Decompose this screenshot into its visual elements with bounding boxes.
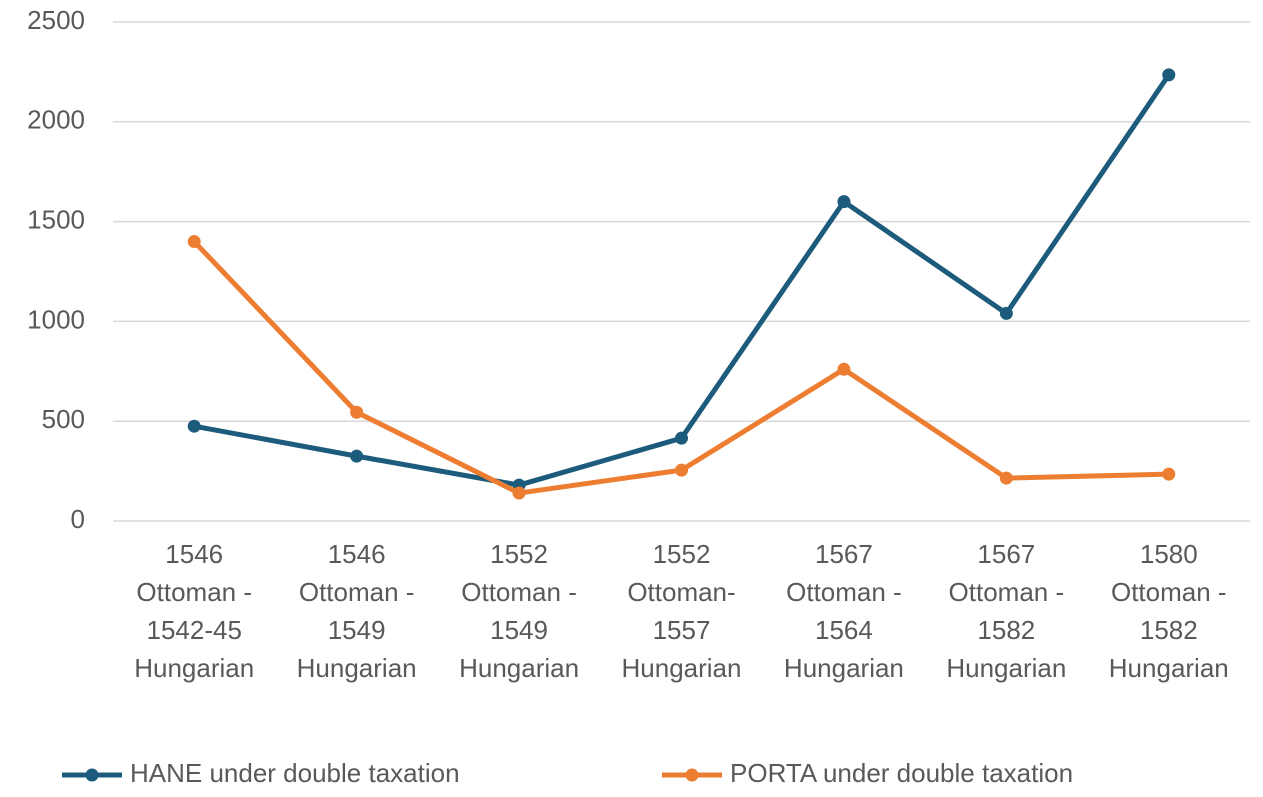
marker bbox=[675, 431, 688, 445]
marker bbox=[187, 235, 201, 249]
marker bbox=[350, 405, 364, 419]
legend-marker bbox=[85, 768, 99, 782]
marker bbox=[999, 471, 1013, 485]
x-tick-label: 1552 Ottoman -1549 Hungarian bbox=[459, 539, 579, 683]
y-tick-label: 2500 bbox=[27, 5, 85, 35]
x-tick-label: 1580 Ottoman -1582 Hungarian bbox=[1109, 539, 1229, 683]
x-tick-label: 1567 Ottoman -1564 Hungarian bbox=[784, 539, 904, 683]
line bbox=[193, 73, 1171, 488]
marker bbox=[1162, 68, 1176, 82]
x-tick-label: 1546 Ottoman -1549 Hungarian bbox=[297, 539, 417, 683]
y-tick-label: 2000 bbox=[27, 105, 85, 135]
marker bbox=[512, 486, 526, 500]
y-tick-label: 1500 bbox=[27, 204, 85, 234]
marker bbox=[837, 362, 851, 376]
y-tick-label: 1000 bbox=[27, 304, 85, 334]
marker bbox=[1162, 467, 1176, 481]
x-tick-label: 1546 Ottoman -1542-45 Hungarian bbox=[134, 539, 254, 683]
y-tick-label: 0 bbox=[71, 504, 85, 534]
marker bbox=[837, 195, 851, 209]
marker bbox=[999, 306, 1013, 320]
x-tick-label: 1567 Ottoman -1582 Hungarian bbox=[946, 539, 1066, 683]
marker bbox=[675, 463, 688, 477]
legend-label: HANE under double taxation bbox=[130, 758, 460, 788]
legend-label: PORTA under double taxation bbox=[730, 758, 1073, 788]
marker bbox=[187, 419, 201, 433]
legend-marker bbox=[685, 768, 699, 782]
y-tick-label: 500 bbox=[42, 404, 85, 434]
marker bbox=[350, 449, 364, 463]
x-tick-label: 1552 Ottoman-1557 Hungarian bbox=[622, 539, 742, 683]
